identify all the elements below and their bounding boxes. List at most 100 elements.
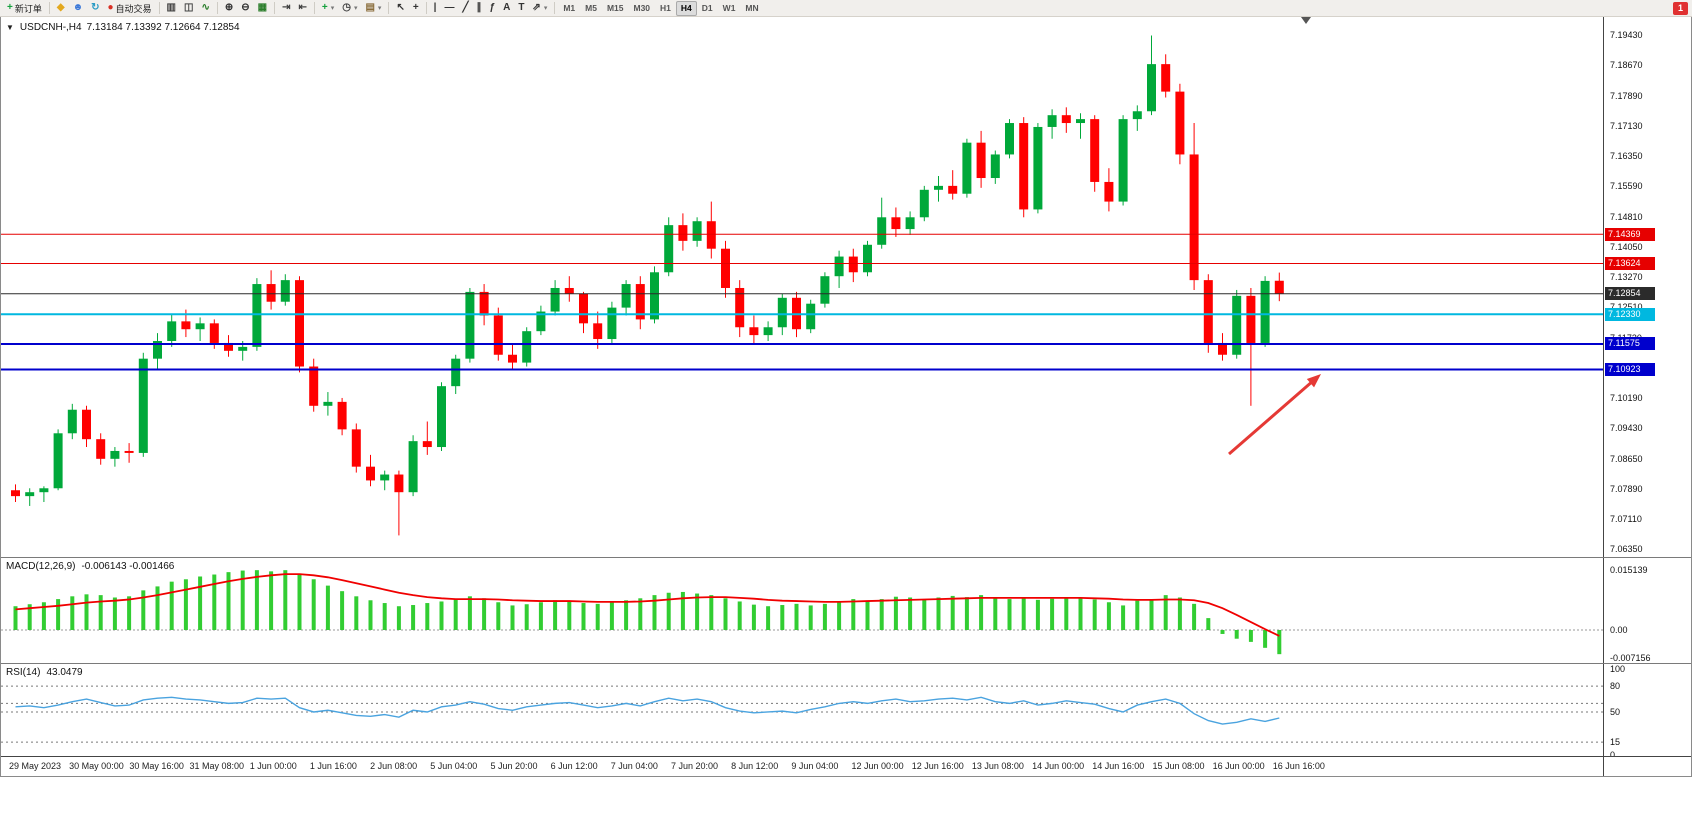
time-axis-label: 30 May 16:00 (129, 761, 184, 771)
market-watch-icon[interactable]: ☻ (69, 1, 88, 16)
fibonacci-icon: ƒ (489, 2, 496, 13)
bar-chart-icon[interactable]: ▥ (163, 1, 180, 16)
new-order-button-label: 新订单 (14, 3, 42, 14)
macd-scale-label: 0.00 (1610, 624, 1628, 635)
vertical-line-icon[interactable]: | (430, 1, 441, 16)
timeframe-mn[interactable]: MN (745, 3, 759, 13)
timeframe-m15[interactable]: M15 (606, 3, 624, 13)
rsi-name-label: RSI(14) (6, 667, 41, 678)
rsi-value-label: 43.0479 (46, 667, 83, 678)
price-scale-label: 7.19430 (1610, 30, 1643, 41)
candlestick-chart (1, 35, 1603, 536)
rsi-scale[interactable]: 100 80 50 15 0 (1603, 664, 1691, 760)
caret-down-icon: ▾ (543, 5, 548, 12)
market-watch-icon: ☻ (72, 2, 84, 13)
time-axis-label: 1 Jun 00:00 (249, 761, 297, 771)
auto-scroll-icon[interactable]: ⇥ (278, 1, 294, 16)
collapse-triangle-icon[interactable]: ▼ (6, 23, 14, 32)
toolbar: + 新订单 ◆ ☻ ↻ ● 自动交易 ▥ ◫ ∿ ⊕ ⊖ ▦ ⇥ ⇤ + ▾ ◷ ▾ ▤ ▾ ↖ + | — ╱ ∥ ƒ A T ⇗ ▾ M1 M… (0, 0, 1692, 17)
macd-scale-label: -0.007156 (1610, 653, 1651, 664)
tile-windows-icon[interactable]: ▦ (254, 1, 271, 16)
templates-button[interactable]: ▤ ▾ (361, 1, 385, 16)
arrows-tool-icon[interactable]: ⇗ ▾ (528, 1, 551, 16)
caret-down-icon: ▾ (353, 5, 358, 12)
timeframe-h1[interactable]: H1 (660, 3, 671, 13)
line-chart-icon[interactable]: ∿ (197, 1, 213, 16)
timeframe-w1[interactable]: W1 (722, 3, 736, 13)
price-scale-label: 7.07110 (1610, 514, 1642, 525)
trend-arrow-annotation[interactable] (1228, 374, 1321, 456)
rsi-chart (1, 685, 1603, 743)
rsi-scale-label: 100 (1610, 664, 1626, 674)
candles (11, 35, 1284, 536)
indicators-button[interactable]: + ▾ (318, 1, 338, 16)
macd-title: MACD(12,26,9) -0.006143 -0.001466 (6, 561, 174, 572)
time-axis-label: 16 Jun 16:00 (1272, 761, 1325, 771)
periods-button[interactable]: ◷ ▾ (338, 1, 361, 16)
timeframe-m30[interactable]: M30 (633, 3, 651, 13)
channel-icon[interactable]: ∥ (473, 1, 486, 16)
cursor-icon: ↖ (396, 2, 405, 13)
time-axis[interactable]: 29 May 2023 30 May 00:00 30 May 16:00 31 Ma… (1, 757, 1603, 776)
autotrading-button-label: 自动交易 (115, 3, 152, 14)
label-tool-icon[interactable]: T (514, 1, 528, 16)
auto-scroll-icon: ⇥ (282, 2, 291, 13)
price-scale[interactable]: 7.19430 7.18670 7.17890 7.17130 7.16350 7.155… (1603, 17, 1691, 557)
timeframe-m1[interactable]: M1 (563, 3, 576, 13)
chart-title: ▼ USDCNH-,H4 7.13184 7.13392 7.12664 7.1… (6, 22, 240, 33)
price-scale-label: 7.16350 (1610, 151, 1643, 162)
autotrading-button[interactable]: ● 自动交易 (103, 1, 155, 16)
notification-badge[interactable]: 1 (1672, 2, 1688, 15)
time-axis-label: 15 Jun 08:00 (1152, 761, 1205, 771)
timeframe-d1[interactable]: D1 (701, 3, 713, 13)
chart-shift-icon: ⇤ (298, 2, 307, 13)
time-axis-label: 6 Jun 12:00 (550, 761, 598, 771)
price-scale-label: 7.17130 (1610, 120, 1643, 131)
macd-chart (1, 570, 1603, 655)
chart-window: ▼ USDCNH-,H4 7.13184 7.13392 7.12664 7.1… (0, 17, 1692, 777)
horizontal-line-icon[interactable]: — (440, 1, 458, 16)
fibonacci-icon[interactable]: ƒ (486, 1, 500, 16)
bar-chart-icon: ▥ (166, 2, 176, 13)
crosshair-icon[interactable]: + (409, 1, 423, 16)
toolbar-separator (554, 2, 556, 14)
alert-icon[interactable]: ◆ (53, 1, 69, 16)
symbol-timeframe-label: USDCNH-,H4 (19, 22, 82, 33)
cursor-icon[interactable]: ↖ (392, 1, 408, 16)
toolbar-separator (158, 2, 160, 14)
trendline-icon[interactable]: ╱ (458, 1, 472, 16)
refresh-icon[interactable]: ↻ (87, 1, 103, 16)
timeframe-m5[interactable]: M5 (585, 3, 597, 13)
price-tag: 7.12854 (1605, 287, 1655, 301)
macd-scale[interactable]: 0.015139 0.00 -0.007156 (1603, 558, 1691, 663)
price-scale-label: 7.08650 (1610, 453, 1643, 464)
rsi-title: RSI(14) 43.0479 (6, 667, 83, 678)
text-tool-icon[interactable]: A (499, 1, 514, 16)
zoom-in-icon[interactable]: ⊕ (221, 1, 237, 16)
macd-scale-label: 0.015139 (1610, 565, 1648, 575)
main-chart-area[interactable]: ▼ USDCNH-,H4 7.13184 7.13392 7.12664 7.1… (1, 17, 1603, 557)
time-axis-corner (1603, 757, 1691, 776)
price-scale-label: 7.18670 (1610, 60, 1643, 71)
timeframe-h4[interactable]: H4 (675, 0, 697, 16)
rsi-panel[interactable]: RSI(14) 43.0479 (1, 664, 1603, 756)
macd-histogram (13, 570, 1282, 655)
price-scale-label: 7.09430 (1610, 423, 1643, 434)
new-order-button[interactable]: + 新订单 (3, 1, 46, 16)
new-order-icon: + (7, 2, 13, 13)
candlestick-chart-icon[interactable]: ◫ (180, 1, 197, 16)
price-scale-label: 7.07890 (1610, 483, 1643, 494)
time-axis-label: 7 Jun 20:00 (670, 761, 719, 771)
periods-icon: ◷ (342, 2, 351, 13)
macd-panel[interactable]: MACD(12,26,9) -0.006143 -0.001466 (1, 558, 1603, 663)
zoom-out-icon[interactable]: ⊖ (237, 1, 253, 16)
rsi-line (15, 696, 1280, 725)
time-axis-label: 14 Jun 16:00 (1092, 761, 1145, 771)
time-axis-label: 5 Jun 04:00 (430, 761, 478, 771)
indicators-icon: + (321, 2, 328, 13)
chart-shift-icon[interactable]: ⇤ (294, 1, 310, 16)
time-axis-label: 13 Jun 08:00 (971, 761, 1024, 771)
arrows-tool-icon: ⇗ (532, 2, 541, 13)
horizontal-line-icon: — (444, 2, 455, 13)
chart-shift-marker[interactable] (1301, 17, 1311, 24)
